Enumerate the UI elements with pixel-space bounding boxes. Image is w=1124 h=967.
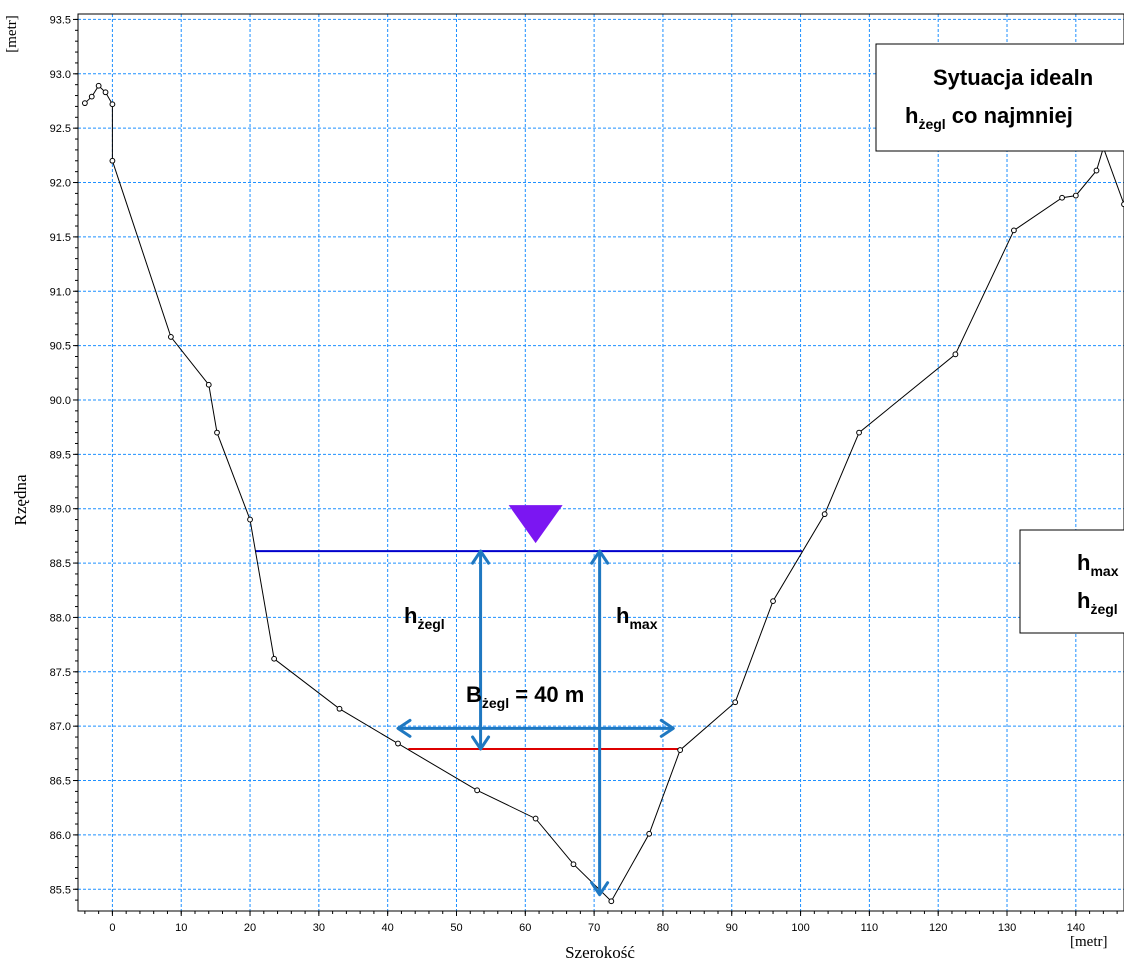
profile-point-20 bbox=[770, 598, 776, 605]
dimension-arrowhead-1-top bbox=[590, 549, 610, 565]
profile-point-27 bbox=[1093, 167, 1100, 174]
x-tick-label-0: 0 bbox=[109, 922, 115, 934]
y-tick-label-5: 88.0 bbox=[50, 612, 71, 624]
profile-point-25 bbox=[1059, 194, 1065, 201]
annotation-box-ideal: Sytuacja idealn hżegl co najmniej bbox=[875, 43, 1124, 152]
y-tick-label-1: 86.0 bbox=[50, 830, 71, 842]
b-zegl-label: Bżegl = 40 m bbox=[466, 682, 584, 711]
y-tick-label-7: 89.0 bbox=[50, 504, 71, 516]
profile-point-14 bbox=[532, 815, 539, 822]
x-axis-unit: [metr] bbox=[1070, 934, 1107, 950]
y-axis-unit: [metr] bbox=[4, 15, 20, 52]
x-tick-label-2: 20 bbox=[244, 922, 256, 934]
dimension-arrows bbox=[396, 549, 675, 897]
profile-points bbox=[81, 82, 1124, 905]
x-tick-label-14: 140 bbox=[1067, 922, 1085, 934]
profile-point-7 bbox=[205, 381, 212, 388]
y-tick-label-3: 87.0 bbox=[50, 721, 71, 733]
y-tick-label-8: 89.5 bbox=[50, 449, 71, 461]
y-tick-label-12: 91.5 bbox=[50, 232, 71, 244]
plot-frame bbox=[77, 13, 1124, 912]
h-zegl-label: hżegl bbox=[404, 603, 445, 632]
x-tick-label-5: 50 bbox=[450, 922, 462, 934]
y-tick-label-10: 90.5 bbox=[50, 341, 71, 353]
profile-point-17 bbox=[646, 830, 653, 837]
profile-point-13 bbox=[474, 787, 481, 794]
y-tick-label-13: 92.0 bbox=[50, 178, 71, 190]
x-tick-label-6: 60 bbox=[519, 922, 531, 934]
x-tick-label-9: 90 bbox=[726, 922, 738, 934]
profile-point-23 bbox=[952, 351, 959, 358]
y-tick-label-6: 88.5 bbox=[50, 558, 71, 570]
profile-point-4 bbox=[109, 101, 116, 108]
y-tick-label-15: 93.0 bbox=[50, 69, 71, 81]
profile-point-6 bbox=[168, 334, 174, 340]
profile-point-12 bbox=[395, 740, 401, 747]
profile-point-9 bbox=[247, 516, 253, 523]
annotation-box-ratio: hmax hżegl bbox=[1019, 529, 1124, 634]
x-axis-title: Szerokość bbox=[565, 943, 635, 962]
water-level-marker bbox=[508, 505, 563, 544]
x-tick-label-10: 100 bbox=[791, 922, 809, 934]
profile-point-5 bbox=[109, 157, 116, 164]
dimension-arrowhead-0-top bbox=[471, 549, 491, 565]
y-axis-title: Rzędna bbox=[11, 474, 30, 525]
y-tick-label-0: 85.5 bbox=[50, 884, 71, 896]
profile-point-0 bbox=[81, 100, 88, 107]
x-tick-label-8: 80 bbox=[657, 922, 669, 934]
x-tick-label-13: 130 bbox=[998, 922, 1016, 934]
x-tick-label-4: 40 bbox=[382, 922, 394, 934]
profile-point-15 bbox=[570, 861, 577, 868]
profile-point-18 bbox=[677, 747, 684, 753]
cross-section-profile-line bbox=[84, 85, 1124, 903]
x-tick-label-12: 120 bbox=[929, 922, 947, 934]
profile-point-8 bbox=[214, 429, 220, 436]
profile-point-21 bbox=[821, 511, 828, 518]
y-tick-label-9: 90.0 bbox=[50, 395, 71, 407]
profile-point-3 bbox=[102, 89, 109, 96]
profile-point-1 bbox=[88, 93, 95, 100]
h-max-label: hmax bbox=[616, 603, 658, 632]
annotation-box-ideal-line2: hżegl co najmniej bbox=[905, 103, 1073, 132]
profile-point-26 bbox=[1072, 192, 1079, 199]
x-tick-label-7: 70 bbox=[588, 922, 600, 934]
annotation-box-ratio-line1: hmax bbox=[1077, 550, 1119, 579]
y-tick-label-16: 93.5 bbox=[50, 14, 71, 26]
y-tick-label-2: 86.5 bbox=[50, 776, 71, 788]
profile-point-16 bbox=[608, 898, 615, 905]
dimension-arrowhead-2-right bbox=[659, 718, 675, 738]
y-tick-label-11: 91.0 bbox=[50, 286, 71, 298]
axis-ticks: 0 10 20 30 40 50 60 70 80 90 100 110 120 130 140 85.5 86… bbox=[50, 14, 1118, 934]
x-tick-label-1: 10 bbox=[175, 922, 187, 934]
x-tick-label-11: 110 bbox=[861, 922, 879, 934]
profile-point-22 bbox=[856, 429, 862, 436]
x-tick-label-3: 30 bbox=[313, 922, 325, 934]
annotation-box-ideal-line1: Sytuacja idealn bbox=[933, 65, 1093, 90]
dimension-arrowhead-0-bottom bbox=[471, 735, 491, 751]
y-tick-label-14: 92.5 bbox=[50, 123, 71, 135]
dimension-arrowhead-1-bottom bbox=[590, 881, 610, 897]
profile-point-24 bbox=[1010, 227, 1017, 234]
dimension-arrowhead-2-left bbox=[396, 718, 412, 738]
profile-point-11 bbox=[336, 705, 343, 712]
profile-point-2 bbox=[95, 82, 102, 89]
profile-point-10 bbox=[271, 655, 278, 662]
profile-point-19 bbox=[732, 699, 739, 706]
y-tick-label-4: 87.5 bbox=[50, 667, 71, 679]
annotation-box-ratio-line2: hżegl bbox=[1077, 588, 1118, 617]
